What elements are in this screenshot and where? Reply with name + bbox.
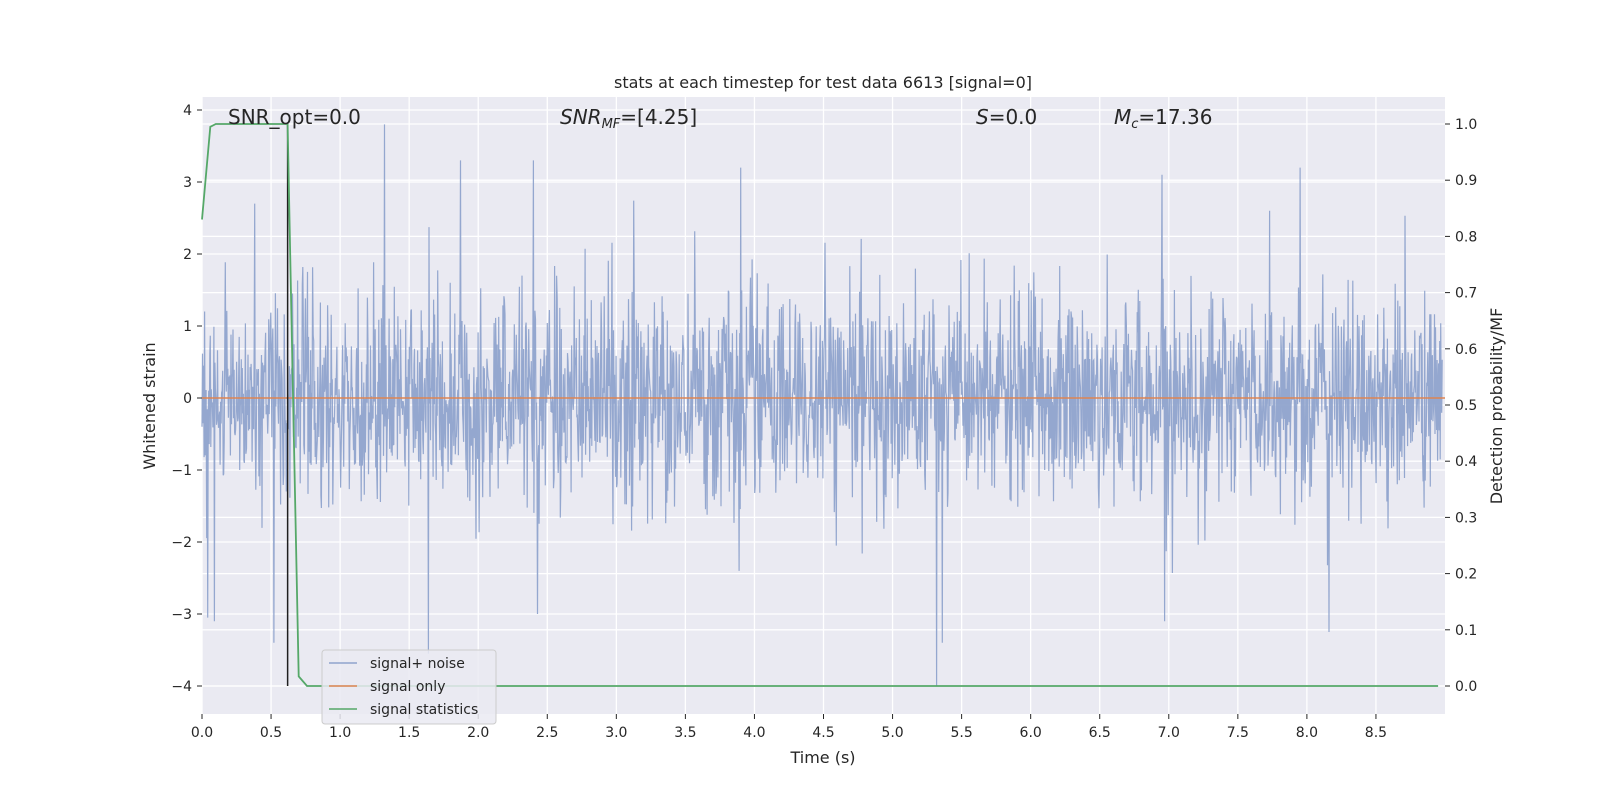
y-left-tick-label: −3 [171,607,192,623]
x-tick-label: 1.5 [398,725,420,741]
y-axis-left-label: Whitened strain [140,342,159,469]
x-tick-label: 0.0 [191,725,213,741]
x-tick-label: 6.5 [1089,725,1111,741]
y-right-tick-label: 1.0 [1455,117,1477,133]
y-left-tick-label: 1 [183,319,192,335]
x-tick-label: 6.0 [1020,725,1042,741]
y-axis-right-label: Detection probability/MF [1487,308,1506,505]
legend-label-signal-only: signal only [370,679,445,695]
y-left-tick-label: 4 [183,103,192,119]
y-left-tick-label: −4 [171,679,192,695]
annotation-mc: Mc=17.36 [1114,105,1212,132]
x-tick-label: 8.0 [1296,725,1318,741]
y-right-tick-label: 0.1 [1455,623,1477,639]
legend: signal+ noise signal only signal statist… [321,649,497,725]
x-tick-label: 1.0 [329,725,351,741]
x-axis-label: Time (s) [789,748,855,767]
overlay-series [201,123,1445,687]
x-tick-label: 2.0 [467,725,489,741]
x-tick-label: 5.5 [950,725,972,741]
annotation-s-value: =0.0 [989,105,1038,129]
x-axis-ticks: 0.0 0.5 1.0 1.5 2.0 2.5 3.0 3.5 4.0 4.5 5.0 5.5 6.0 6… [191,714,1387,741]
y-right-tick-label: 0.5 [1455,398,1477,414]
series-line-signal-statistics [201,123,1439,687]
chart-title: stats at each timestep for test data 661… [614,73,1032,92]
y-right-tick-label: 0.6 [1455,342,1477,358]
legend-label-signal-statistics: signal statistics [370,702,478,718]
annotation-snr-mf-value: =[4.25] [620,105,697,129]
x-tick-label: 5.0 [881,725,903,741]
annotation-snr-mf-sub: MF [602,117,621,132]
annotation-s: S=0.0 [976,105,1037,129]
annotation-mc-value: =17.36 [1138,105,1212,129]
series-signal-plus-noise [201,124,1443,687]
y-left-tick-label: −1 [171,463,192,479]
x-tick-label: 2.5 [536,725,558,741]
y-right-tick-label: 0.7 [1455,286,1477,302]
series-line-signal-plus-noise [201,124,1443,687]
annotation-mc-sub: c [1131,117,1138,132]
x-tick-label: 8.5 [1365,725,1387,741]
y-right-tick-label: 0.3 [1455,510,1477,526]
annotation-snr-mf-main: SNR [560,105,602,129]
left-axis-ticks: 4 3 2 1 0 −1 −2 −3 −4 [171,103,202,695]
legend-label-signal-plus-noise: signal+ noise [370,656,465,672]
y-right-tick-label: 0.2 [1455,567,1477,583]
annotation-snr-opt: SNR_opt=0.0 [228,105,361,129]
legend-box [321,649,497,725]
annotation-snr-mf: SNRMF=[4.25] [560,105,697,132]
annotation-mc-main: M [1114,105,1131,129]
x-tick-label: 7.5 [1227,725,1249,741]
y-left-tick-label: −2 [171,535,192,551]
y-right-tick-label: 0.4 [1455,454,1477,470]
annotation-s-main: S [976,105,989,129]
x-tick-label: 3.0 [605,725,627,741]
y-right-tick-label: 0.0 [1455,679,1477,695]
y-right-tick-label: 0.9 [1455,173,1477,189]
x-tick-label: 3.5 [674,725,696,741]
y-left-tick-label: 2 [183,247,192,263]
x-tick-label: 0.5 [260,725,282,741]
x-tick-label: 4.5 [812,725,834,741]
y-left-tick-label: 0 [183,391,192,407]
y-right-tick-label: 0.8 [1455,229,1477,245]
x-tick-label: 4.0 [743,725,765,741]
x-tick-label: 7.0 [1158,725,1180,741]
y-left-tick-label: 3 [183,175,192,191]
right-axis-ticks: 1.0 0.9 0.8 0.7 0.6 0.5 0.4 0.3 0.2 0.1 0.0 [1445,117,1477,695]
